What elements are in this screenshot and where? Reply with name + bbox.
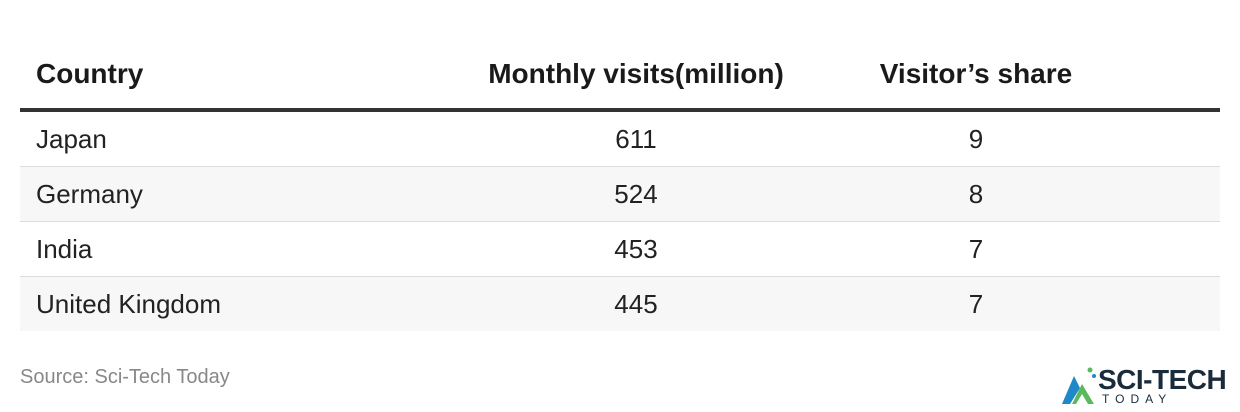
cell-monthly-visits: 445 (614, 288, 658, 319)
column-header-country: Country (36, 58, 144, 89)
cell-monthly-visits: 453 (614, 233, 658, 264)
sci-tech-today-logo: SCI-TECH TODAY (1058, 362, 1238, 408)
cell-country: United Kingdom (36, 288, 221, 319)
cell-country: Japan (36, 123, 107, 154)
cell-visitor-share: 8 (968, 178, 984, 209)
logo-mark-icon (1062, 367, 1096, 404)
cell-visitor-share: 7 (968, 233, 984, 264)
cell-country: Germany (36, 178, 143, 209)
table-row: United Kingdom 445 7 (20, 277, 1220, 331)
cell-monthly-visits: 524 (614, 178, 658, 209)
table-row: India 453 7 (20, 222, 1220, 277)
table-row: Japan 611 9 (20, 112, 1220, 167)
cell-visitor-share: 9 (968, 123, 984, 154)
source-note: Source: Sci-Tech Today (20, 366, 230, 388)
cell-visitor-share: 7 (968, 288, 984, 319)
logo-subtitle: TODAY (1102, 392, 1173, 406)
table-header-row: Country Monthly visits(million) Visitor’… (20, 40, 1220, 112)
table-row: Germany 524 8 (20, 167, 1220, 222)
data-table: Country Monthly visits(million) Visitor’… (20, 40, 1220, 331)
cell-country: India (36, 233, 93, 264)
column-header-monthly-visits: Monthly visits(million) (488, 58, 784, 89)
cell-monthly-visits: 611 (615, 123, 657, 154)
column-header-visitor-share: Visitor’s share (879, 58, 1073, 89)
logo-name: SCI-TECH (1098, 364, 1227, 395)
